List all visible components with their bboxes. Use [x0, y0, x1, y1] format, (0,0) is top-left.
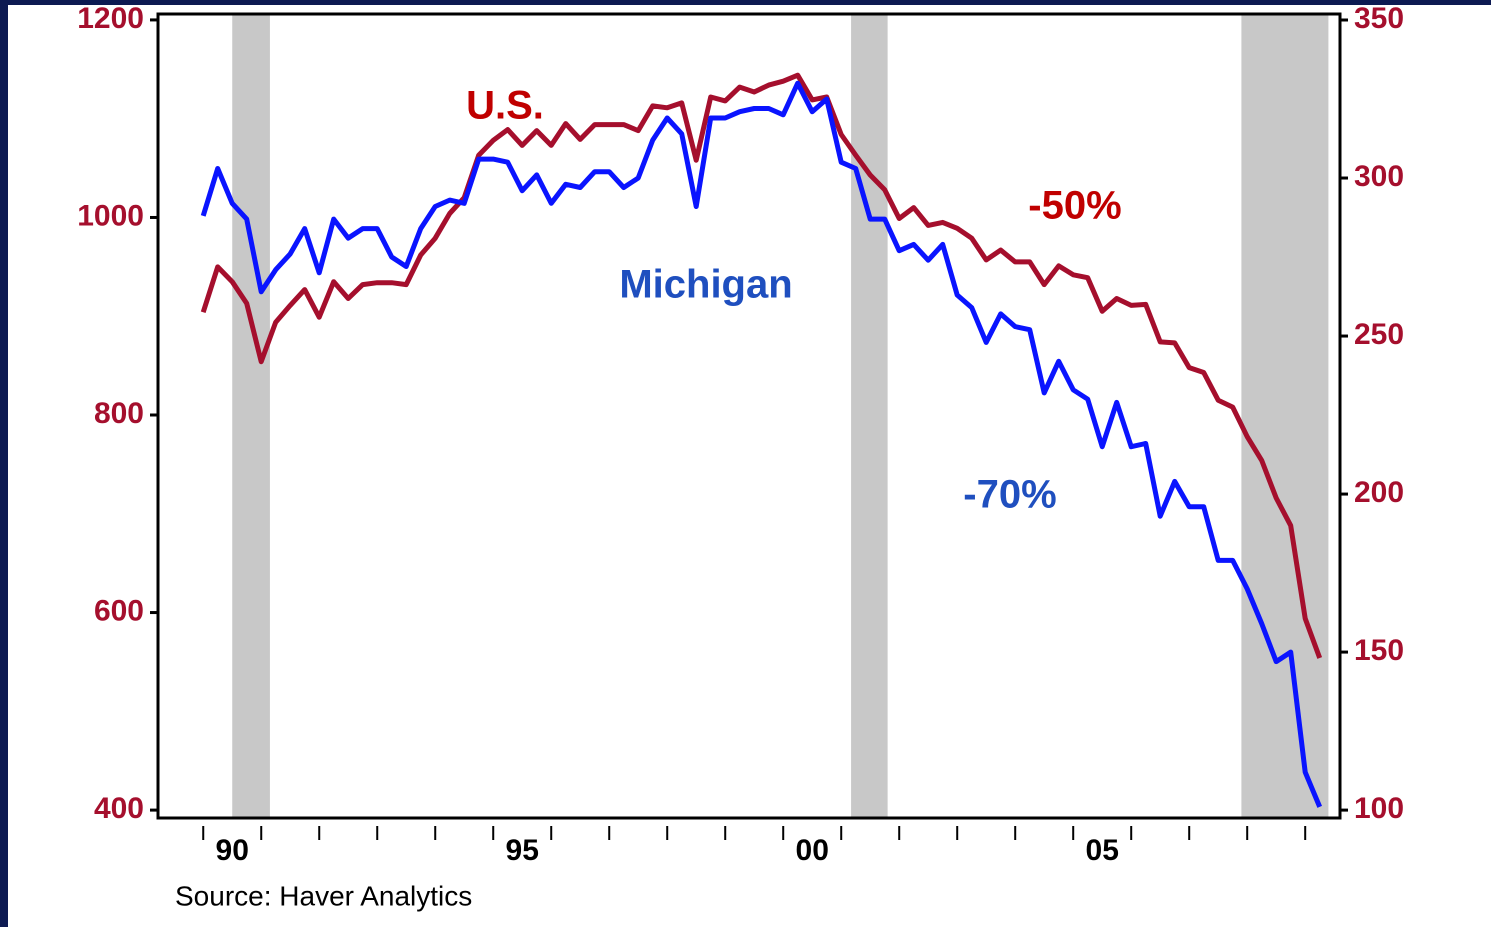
- shading-layer: [232, 14, 1329, 818]
- series-line: [200, 80, 1323, 808]
- annotation: Michigan: [619, 263, 792, 307]
- y-tick-label: 600: [94, 594, 144, 627]
- y2-tick-label: 300: [1354, 160, 1404, 193]
- series-line: [200, 72, 1323, 659]
- y-tick-label: 400: [94, 792, 144, 825]
- x-tick-label: 05: [1086, 834, 1119, 867]
- recession-band: [232, 14, 270, 818]
- recession-band: [1241, 14, 1329, 818]
- y-tick-label: 1200: [77, 2, 144, 35]
- y2-tick-label: 200: [1354, 476, 1404, 509]
- recession-band: [851, 14, 888, 818]
- y-tick-label: 800: [94, 397, 144, 430]
- x-tick-label: 90: [216, 834, 249, 867]
- annotation: -70%: [963, 473, 1056, 517]
- annotation: -50%: [1028, 184, 1121, 228]
- lines-layer: [200, 72, 1323, 808]
- y-tick-label: 1000: [77, 199, 144, 232]
- y2-tick-label: 250: [1354, 318, 1404, 351]
- y2-tick-label: 350: [1354, 2, 1404, 35]
- y2-tick-label: 100: [1354, 792, 1404, 825]
- x-tick-label: 95: [506, 834, 539, 867]
- x-tick-label: 00: [796, 834, 829, 867]
- y2-tick-label: 150: [1354, 634, 1404, 667]
- annotation: U.S.: [466, 84, 544, 128]
- source-note: Source: Haver Analytics: [175, 880, 472, 911]
